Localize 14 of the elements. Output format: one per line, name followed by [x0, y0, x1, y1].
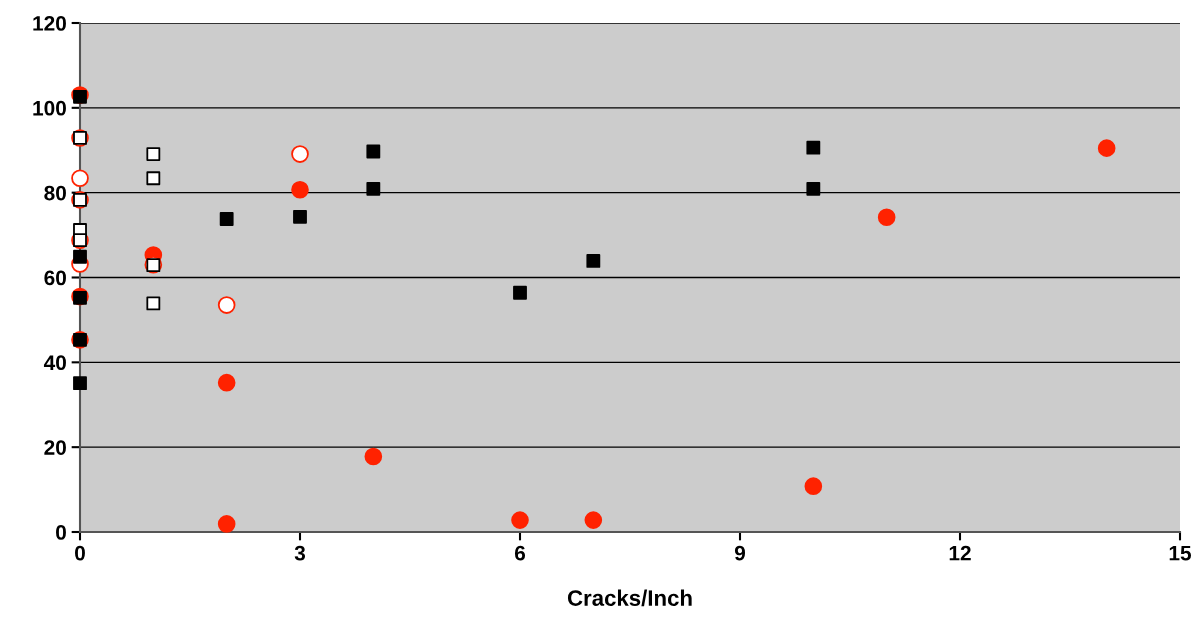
y-tick-label: 20: [44, 440, 66, 455]
x-tick-label: 9: [734, 545, 746, 561]
x-tick-label: 0: [75, 545, 85, 561]
y-tick-label: 60: [44, 270, 66, 286]
x-tick-label: 15: [1169, 545, 1192, 561]
y-tick-label: 0: [56, 525, 66, 540]
x-tick-label: 6: [514, 545, 526, 561]
y-tick-label: 120: [33, 16, 66, 31]
y-tick-label: 40: [43, 355, 66, 371]
y-tick-label: 100: [33, 100, 66, 116]
x-tick-label: 3: [294, 545, 306, 561]
x-tick-label: 12: [949, 545, 971, 561]
y-tick-label: 80: [44, 185, 66, 201]
x-axis-title: Cracks/Inch: [567, 589, 692, 607]
